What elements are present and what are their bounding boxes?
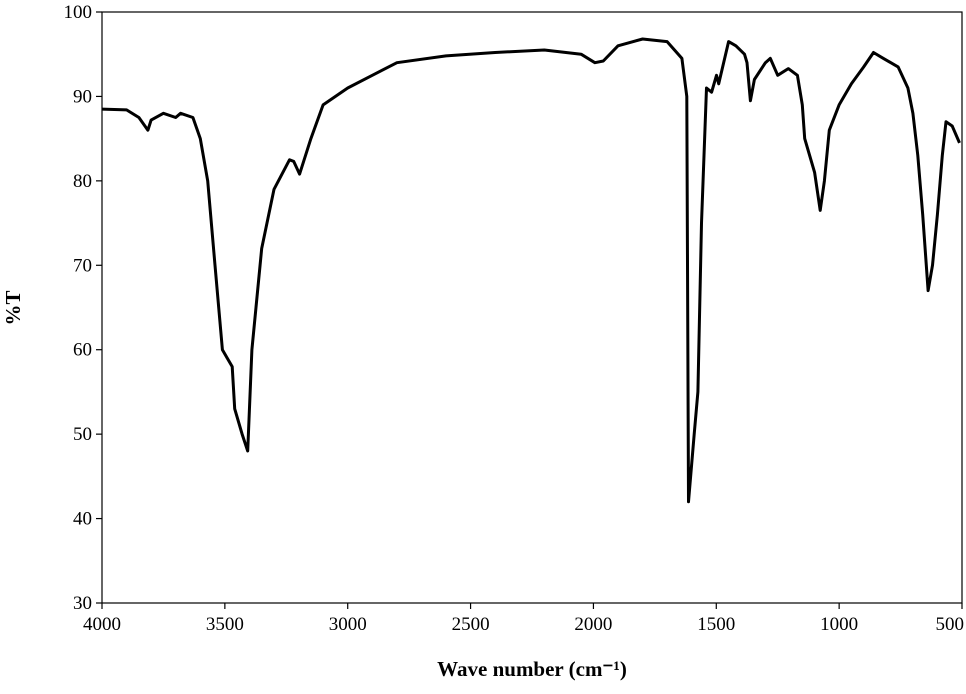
- x-tick-label: 500: [936, 614, 965, 635]
- y-tick-label: 30: [73, 593, 92, 614]
- y-axis-title: %T: [1, 290, 25, 325]
- x-tick-label: 1000: [820, 614, 858, 635]
- x-tick-label: 2000: [574, 614, 612, 635]
- x-tick-label: 1500: [697, 614, 735, 635]
- spectrum-line: [101, 37, 961, 504]
- y-tick-label: 70: [73, 255, 92, 276]
- x-axis-title: Wave number (cm⁻¹): [437, 657, 627, 681]
- y-tick-label: 80: [73, 171, 92, 192]
- y-tick-label: 60: [73, 340, 92, 361]
- y-tick-label: 90: [73, 86, 92, 107]
- x-tick-label: 4000: [83, 614, 121, 635]
- x-tick-label: 3000: [329, 614, 367, 635]
- x-tick-label: 2500: [452, 614, 490, 635]
- y-tick-label: 40: [73, 509, 92, 530]
- y-tick-label: 50: [73, 424, 92, 445]
- x-tick-label: 3500: [206, 614, 244, 635]
- plot-frame: [101, 11, 963, 604]
- y-tick-label: 100: [64, 2, 93, 23]
